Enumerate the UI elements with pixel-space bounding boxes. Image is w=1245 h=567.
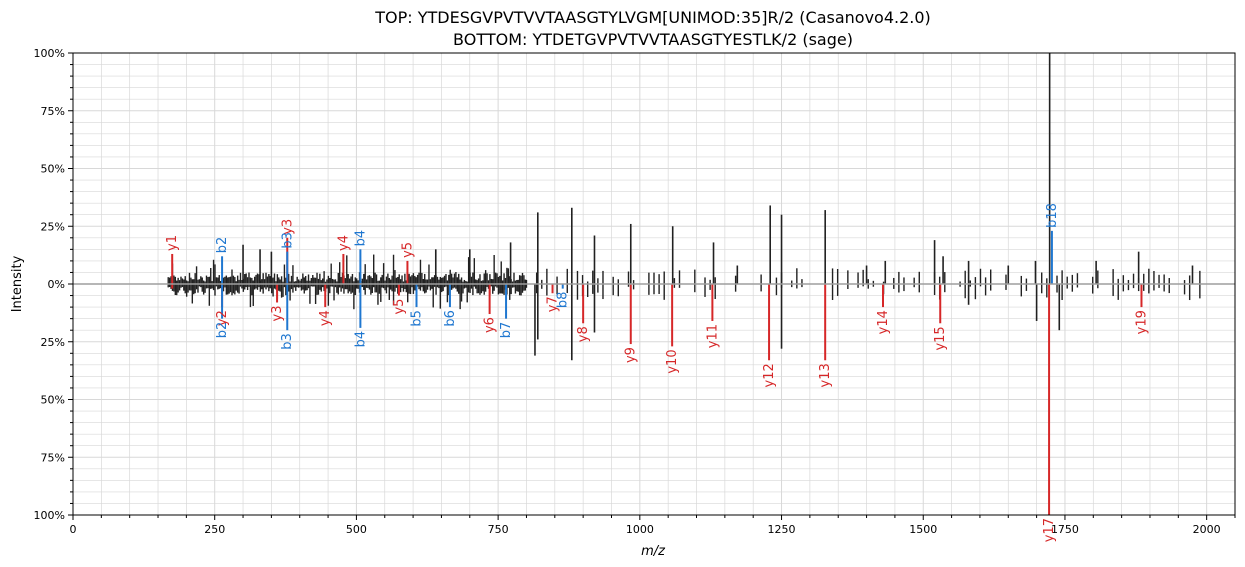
ion-label-y12: y12: [762, 363, 777, 387]
ion-label-b5: b5: [409, 310, 424, 327]
x-tick-label: 1000: [626, 523, 654, 536]
ion-label-b2: b2: [215, 237, 230, 254]
ion-label-y4: y4: [336, 235, 351, 251]
ion-label-b6: b6: [443, 310, 458, 327]
ion-label-y7: y7: [546, 296, 561, 312]
x-tick-label: 1500: [909, 523, 937, 536]
ion-label-b8: b8: [556, 292, 571, 309]
y-tick-label: 100%: [34, 509, 65, 522]
ion-label-b3: b3: [280, 232, 295, 249]
ion-label-b2: b2: [215, 322, 230, 339]
y-tick-label: 50%: [41, 163, 65, 176]
annotated-peaks: [171, 53, 1194, 515]
ion-label-y19: y19: [1134, 310, 1149, 334]
background-peaks: [167, 254, 1201, 310]
x-tick-label: 1250: [768, 523, 796, 536]
y-axis-label: Intensity: [10, 255, 25, 312]
ion-label-y3: y3: [280, 219, 295, 235]
x-tick-label: 2000: [1193, 523, 1221, 536]
chart-title-top: TOP: YTDESGVPVTVVTAASGTYLVGM[UNIMOD:35]R…: [374, 8, 931, 27]
y-tick-label: 0%: [48, 278, 65, 291]
ion-label-y8: y8: [576, 326, 591, 342]
x-tick-label: 750: [488, 523, 509, 536]
x-tick-label: 250: [204, 523, 225, 536]
y-tick-label: 100%: [34, 47, 65, 60]
y-tick-label: 50%: [41, 394, 65, 407]
ion-label-y13: y13: [818, 363, 833, 387]
ion-label-y10: y10: [665, 349, 680, 373]
x-tick-label: 500: [346, 523, 367, 536]
x-tick-label: 1750: [1051, 523, 1079, 536]
ion-label-y11: y11: [705, 324, 720, 348]
ion-label-b4: b4: [353, 230, 368, 247]
ion-label-y14: y14: [876, 310, 891, 334]
ion-label-y6: y6: [483, 317, 498, 333]
y-tick-label: 25%: [41, 220, 65, 233]
chart-title-bottom: BOTTOM: YTDETGVPVTVVTAASGTYESTLK/2 (sage…: [453, 30, 853, 49]
ion-label-b18: b18: [1045, 203, 1060, 228]
ion-label-y15: y15: [933, 326, 948, 350]
y-tick-label: 75%: [41, 451, 65, 464]
ion-label-y3: y3: [270, 305, 285, 321]
ion-label-b7: b7: [499, 322, 514, 339]
ion-label-b4: b4: [353, 331, 368, 348]
x-tick-label: 0: [70, 523, 77, 536]
ion-label-y9: y9: [624, 347, 639, 363]
y-tick-label: 75%: [41, 105, 65, 118]
ion-label-y17: y17: [1042, 518, 1057, 542]
ion-label-y1: y1: [165, 235, 180, 251]
axes: 0 250 500 750 1000 1250 1500 1750 2000 100% 75% 50%…: [34, 47, 1236, 536]
ion-label-y2: y2: [215, 310, 230, 326]
x-axis-label: m/z: [641, 544, 666, 559]
ion-label-y4: y4: [318, 310, 333, 326]
ion-label-b3: b3: [280, 333, 295, 350]
ion-label-y5: y5: [392, 299, 407, 315]
y-tick-label: 25%: [41, 336, 65, 349]
ion-label-y5: y5: [400, 242, 415, 258]
